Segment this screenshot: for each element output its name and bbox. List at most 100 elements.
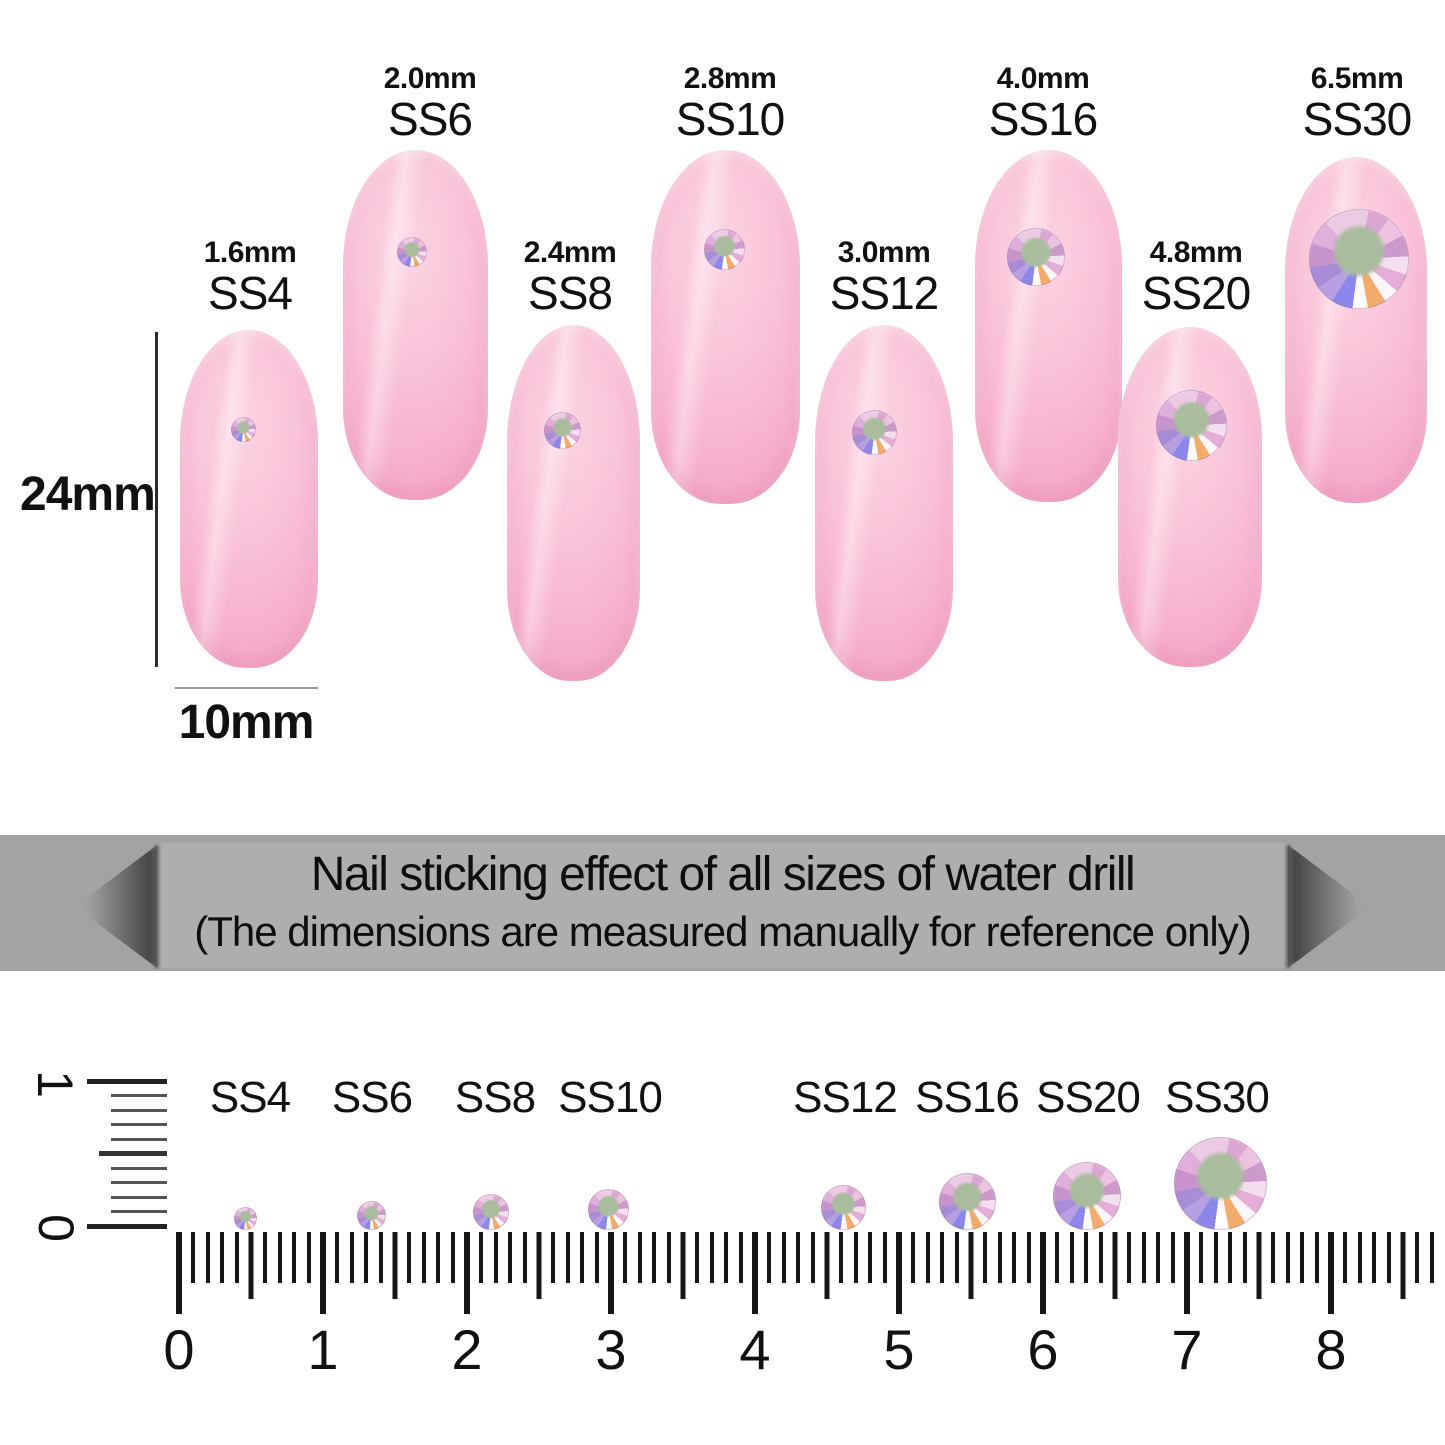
ruler-tick-cm-5 <box>896 1232 902 1314</box>
ruler-tick-mm <box>652 1232 657 1283</box>
nail-ss12 <box>815 325 953 681</box>
ruler-tick-mm <box>1026 1232 1031 1283</box>
ruler-gem-ss10 <box>587 1189 629 1230</box>
size-mm-label-ss12: 3.0mm <box>837 236 931 269</box>
ruler-tick-mm <box>1285 1232 1290 1283</box>
size-ss-label-ss4: SS4 <box>208 267 293 319</box>
gem-ss30 <box>1309 209 1409 309</box>
ruler-tick-half <box>1256 1232 1262 1299</box>
ruler-number-1: 1 <box>307 1318 339 1381</box>
ruler-gem-ss12 <box>820 1185 866 1230</box>
ruler-gem-ss30 <box>1173 1137 1267 1230</box>
ruler-tick-mm <box>551 1232 556 1283</box>
ruler-number-3: 3 <box>595 1318 627 1381</box>
ruler-tick-cm-8 <box>1328 1232 1334 1314</box>
gem-ss8 <box>543 411 581 449</box>
size-ss-label-ss30: SS30 <box>1302 93 1413 145</box>
ruler-tick-half <box>1112 1232 1118 1299</box>
ruler-tick-mm <box>623 1232 628 1283</box>
ruler-tick-mm <box>263 1232 268 1283</box>
ruler-tick-half <box>824 1232 830 1299</box>
ruler-tick-half <box>680 1232 686 1299</box>
ruler-tick-mm <box>1372 1232 1377 1283</box>
ruler-number-0: 0 <box>163 1318 195 1381</box>
ruler-ss-label-ss30: SS30 <box>1165 1073 1270 1122</box>
ruler-tick-mm <box>1386 1232 1391 1283</box>
ruler-tick-cm-4 <box>752 1232 758 1314</box>
vruler-tick <box>111 1166 167 1170</box>
ribbon-edge-left <box>155 845 159 968</box>
ruler-tick-mm <box>1084 1232 1089 1283</box>
ruler-gem-ss20 <box>1053 1162 1121 1230</box>
ruler-tick-cm-3 <box>608 1232 614 1314</box>
ruler-tick-mm <box>1300 1232 1305 1283</box>
ruler-tick-cm-2 <box>464 1232 470 1314</box>
size-mm-label-ss10: 2.8mm <box>683 62 777 95</box>
ruler-tick-mm <box>853 1232 858 1283</box>
size-ss-label-ss6: SS6 <box>388 93 473 145</box>
ruler-number-2: 2 <box>451 1318 483 1381</box>
gem-ss16 <box>1007 228 1065 286</box>
ruler-tick-mm <box>1141 1232 1146 1283</box>
ruler-tick-mm <box>580 1232 585 1283</box>
ruler-tick-mm <box>220 1232 225 1283</box>
ruler-tick-mm <box>306 1232 311 1283</box>
ruler-tick-mm <box>522 1232 527 1283</box>
ruler-ss-label-ss12: SS12 <box>793 1073 898 1122</box>
ruler-tick-mm <box>1127 1232 1132 1283</box>
nail-length-line <box>155 332 158 667</box>
ruler-tick-mm <box>997 1232 1002 1283</box>
ruler-tick-mm <box>565 1232 570 1283</box>
nail-ss10 <box>651 150 800 504</box>
ruler-tick-mm <box>882 1232 887 1283</box>
ruler-tick-mm <box>364 1232 369 1283</box>
ruler-tick-cm-0 <box>176 1232 182 1314</box>
size-ss-label-ss8: SS8 <box>528 267 613 319</box>
ruler-ss-label-ss10: SS10 <box>558 1073 663 1122</box>
ruler-tick-mm <box>335 1232 340 1283</box>
ruler-tick-mm <box>767 1232 772 1283</box>
ruler-tick-mm <box>738 1232 743 1283</box>
vruler-number-1: 1 <box>27 1070 83 1098</box>
gem-ss6 <box>397 237 427 267</box>
ruler-tick-mm <box>810 1232 815 1283</box>
ruler-gem-ss16 <box>938 1173 996 1230</box>
vruler-number-0: 0 <box>28 1214 84 1242</box>
ruler-tick-mm <box>349 1232 354 1283</box>
size-mm-label-ss16: 4.0mm <box>996 62 1090 95</box>
size-mm-label-ss30: 6.5mm <box>1310 62 1404 95</box>
ruler-tick-mm <box>292 1232 297 1283</box>
ruler-tick-mm <box>1069 1232 1074 1283</box>
ruler-tick-mm <box>1156 1232 1161 1283</box>
ruler-tick-mm <box>1357 1232 1362 1283</box>
size-ss-label-ss12: SS12 <box>829 267 940 319</box>
size-ss-label-ss20: SS20 <box>1141 267 1252 319</box>
ruler-tick-mm <box>1429 1232 1434 1283</box>
ruler-tick-mm <box>925 1232 930 1283</box>
ruler-gem-ss4 <box>233 1207 257 1230</box>
ruler-tick-mm <box>493 1232 498 1283</box>
nail-ss20 <box>1118 327 1262 667</box>
banner-subtitle: (The dimensions are measured manually fo… <box>194 908 1252 955</box>
size-mm-label-ss6: 2.0mm <box>383 62 477 95</box>
gem-ss10 <box>703 228 745 270</box>
ruler-number-4: 4 <box>739 1318 771 1381</box>
gem-ss20 <box>1155 389 1227 461</box>
ruler-tick-mm <box>594 1232 599 1283</box>
ruler-tick-mm <box>450 1232 455 1283</box>
nail-ss6 <box>343 150 488 500</box>
ruler-tick-mm <box>911 1232 916 1283</box>
ruler-tick-mm <box>1228 1232 1233 1283</box>
nail-ss8 <box>507 325 640 681</box>
ruler-tick-mm <box>1415 1232 1420 1283</box>
ruler-ss-label-ss4: SS4 <box>209 1073 291 1122</box>
vruler-tick <box>111 1094 167 1097</box>
ruler-tick-mm <box>407 1232 412 1283</box>
ruler-tick-mm <box>940 1232 945 1283</box>
ruler-tick-mm <box>983 1232 988 1283</box>
ruler-tick-mm <box>234 1232 239 1283</box>
vruler-tick <box>111 1181 167 1184</box>
ruler-tick-cm-7 <box>1184 1232 1190 1314</box>
ruler-tick-cm-1 <box>320 1232 326 1314</box>
